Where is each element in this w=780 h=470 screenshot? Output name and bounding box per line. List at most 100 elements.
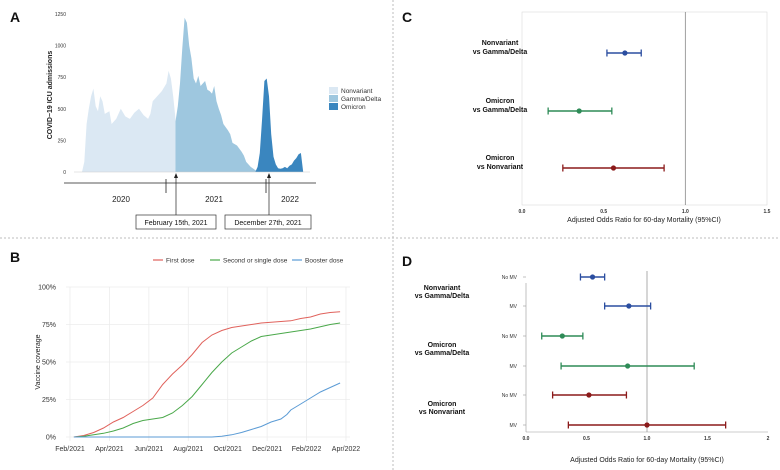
- panel-d-group-label-2-line-2: vs Nonvariant: [419, 409, 466, 416]
- legend-swatch-omicron: [329, 103, 338, 110]
- panel-b-y-tick-50: 50%: [42, 360, 56, 367]
- panel-d-group-label-1-line-1: Omicron: [428, 342, 457, 349]
- panel-d-x-tick-0-5: 0.5: [583, 436, 590, 442]
- panel-b-y-tick-75: 75%: [42, 322, 56, 329]
- panel-c-row-label-2-line-2: vs Nonvariant: [477, 164, 524, 171]
- panel-b-x-tick-apr-2022: Apr/2022: [332, 446, 361, 453]
- panel-c-row-label-1-line-1: Omicron: [486, 98, 515, 105]
- panel-c-x-tick-0-5: 0.5: [600, 209, 607, 215]
- panel-a-y-tick-0: 0: [63, 170, 66, 176]
- panel-letter-b: B: [10, 249, 20, 265]
- panel-d-x-axis-title: Adjusted Odds Ratio for 60-day Mortality…: [570, 457, 724, 464]
- area-nonvariant: [82, 70, 176, 172]
- panel-d-row-1-0: [541, 332, 584, 340]
- legend-label-nonvariant: Nonvariant: [341, 88, 373, 95]
- panel-c-row-0: [606, 49, 642, 57]
- panel-b-x-tick-feb-2021: Feb/2021: [55, 446, 85, 453]
- panel-c-x-tick-0-0: 0.0: [519, 209, 526, 215]
- panel-a-y-tick-750: 750: [58, 75, 67, 81]
- line-second-or-single-dose: [73, 322, 341, 438]
- panel-d-group-label-0-line-1: Nonvariant: [424, 285, 461, 292]
- timeline-year-2021: 2021: [205, 195, 223, 204]
- panel-b-y-tick-25: 25%: [42, 397, 56, 404]
- panel-letter-c: C: [402, 9, 412, 25]
- panel-b-grid: 0% 25% 50% 75% 100% Feb/2021 Apr/2021 Jun/2021 A…: [38, 285, 360, 454]
- panel-d-group-label-2-line-1: Omicron: [428, 401, 457, 408]
- legend-label-gamma-delta: Gamma/Delta: [341, 96, 381, 103]
- legend-swatch-gamma-delta: [329, 95, 338, 102]
- panel-d-row-0-0-estimate: [589, 274, 596, 280]
- panel-d-row-label-1-0: No MV: [502, 334, 518, 340]
- panel-b-line-series: [73, 311, 341, 438]
- panel-b-x-tick-aug-2021: Aug/2021: [173, 446, 203, 453]
- cut-box-december: [224, 214, 312, 230]
- panel-b-x-tick-dec-2021: Dec/2021: [252, 446, 282, 453]
- line-first-dose: [73, 311, 341, 438]
- panel-d-x-tick-2: 2: [767, 436, 770, 442]
- panel-c-row-label-1-line-2: vs Gamma/Delta: [473, 107, 528, 114]
- panel-d-row-label-1-1: MV: [510, 364, 518, 370]
- panel-c-forest-plot: 0.0 0.5 1.0 1.5 Nonvariant vs Gamma/Delta Omic…: [473, 11, 771, 224]
- panel-d-row-2-0: [551, 391, 628, 399]
- panel-c-row-1-estimate: [576, 108, 582, 114]
- panel-d-row-0-0: [579, 273, 606, 281]
- panel-c-row-2: [562, 164, 665, 172]
- panel-d-x-tick-0-0: 0.0: [523, 436, 530, 442]
- panel-d-row-2-1: [567, 421, 727, 429]
- cut-box-february: [135, 214, 217, 230]
- panel-d-row-1-1: [560, 362, 695, 370]
- panel-d-row-0-1: [604, 302, 652, 310]
- legend-label-omicron: Omicron: [341, 104, 366, 111]
- cut-label-february: February 15th, 2021: [144, 220, 207, 227]
- panel-a-icu-admissions-chart: COVID−19 ICU admissions 0 250 500 750 1000 12…: [47, 12, 381, 230]
- panel-a-y-tick-250: 250: [58, 138, 67, 144]
- panel-a-timeline: 2020 2021 2022 February 15th, 2021 Decem…: [64, 173, 316, 230]
- panel-a-area-series: [74, 17, 310, 173]
- panel-b-x-tick-jun-2021: Jun/2021: [134, 446, 163, 453]
- panel-d-row-1-1-estimate: [625, 363, 631, 369]
- panel-c-x-tick-1-0: 1.0: [682, 209, 689, 215]
- panel-d-row-0-1-estimate: [626, 303, 632, 309]
- cut-label-december: December 27th, 2021: [234, 220, 301, 227]
- panel-c-x-axis-title: Adjusted Odds Ratio for 60-day Mortality…: [567, 217, 721, 224]
- legend-label-first-dose: First dose: [166, 258, 195, 265]
- cut-arrowhead-february: [174, 173, 178, 178]
- panel-b-vaccine-coverage-chart: First dose Second or single dose Booster…: [35, 258, 360, 454]
- panel-b-y-tick-100: 100%: [38, 285, 56, 292]
- panel-d-row-label-2-1: MV: [510, 423, 518, 429]
- panel-d-row-1-0-estimate: [559, 333, 565, 339]
- panel-a-y-tick-500: 500: [58, 107, 67, 113]
- panel-c-row-label-0-line-1: Nonvariant: [482, 40, 519, 47]
- panel-c-row-label-0-line-2: vs Gamma/Delta: [473, 49, 528, 56]
- area-omicron: [255, 78, 304, 172]
- panel-d-x-tick-1-5: 1.5: [704, 436, 711, 442]
- panel-d-group-label-0-line-2: vs Gamma/Delta: [415, 293, 470, 300]
- panel-b-x-tick-apr-2021: Apr/2021: [95, 446, 124, 453]
- cut-arrowhead-december: [267, 173, 271, 178]
- panel-a-y-axis-title: COVID−19 ICU admissions: [47, 51, 54, 140]
- panel-a-y-tick-1000: 1000: [55, 44, 66, 50]
- panel-c-plot-frame: [521, 11, 768, 206]
- panel-letter-d: D: [402, 253, 412, 269]
- legend-label-booster-dose: Booster dose: [305, 258, 344, 265]
- panel-c-row-0-estimate: [622, 50, 628, 56]
- panel-a-legend: Nonvariant Gamma/Delta Omicron: [329, 87, 381, 111]
- panel-c-marks: 0.0 0.5 1.0 1.5 Nonvariant vs Gamma/Delta Omic…: [473, 12, 771, 215]
- panel-d-row-label-0-1: MV: [510, 304, 518, 310]
- panel-c-row-2-estimate: [610, 165, 617, 171]
- area-gamma-delta: [175, 17, 260, 172]
- panel-b-legend: First dose Second or single dose Booster…: [153, 258, 344, 265]
- panel-b-x-tick-oct-2021: Oct/2021: [214, 446, 243, 453]
- panel-d-row-label-0-0: No MV: [502, 275, 518, 281]
- panel-letter-a: A: [10, 9, 20, 25]
- panel-d-x-tick-1-0: 1.0: [644, 436, 651, 442]
- panel-b-y-axis-title: Vaccine coverage: [35, 334, 42, 389]
- timeline-year-2022: 2022: [281, 195, 299, 204]
- panel-d-row-label-2-0: No MV: [502, 393, 518, 399]
- timeline-year-2020: 2020: [112, 195, 130, 204]
- panel-c-x-tick-1-5: 1.5: [764, 209, 771, 215]
- panel-a-y-tick-1250: 1250: [55, 12, 66, 18]
- panel-d-row-2-1-estimate: [644, 422, 650, 428]
